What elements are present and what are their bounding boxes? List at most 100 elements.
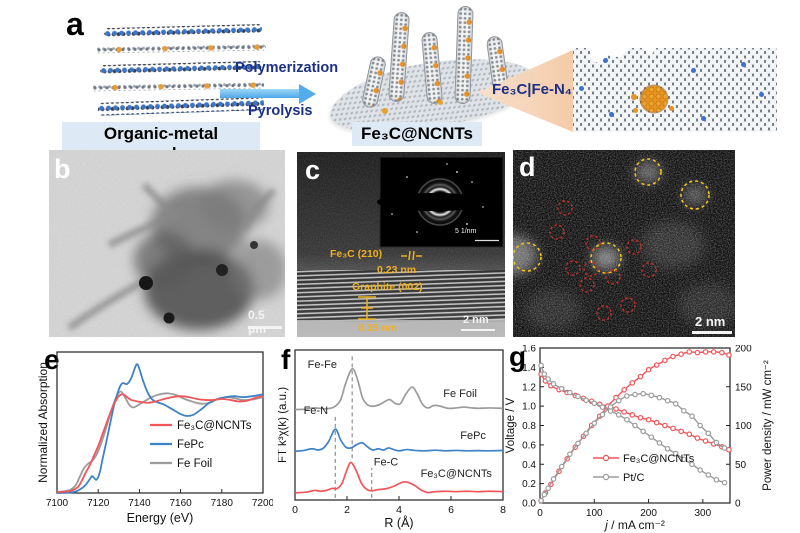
svg-text:300: 300 <box>695 508 712 519</box>
svg-text:0.2: 0.2 <box>522 479 536 490</box>
scale-bar-d <box>692 331 732 334</box>
svg-text:Power density / mW cm⁻²: Power density / mW cm⁻² <box>762 360 774 491</box>
fe3c-cluster-circle <box>590 242 622 274</box>
svg-text:Fe₃C@NCNTs: Fe₃C@NCNTs <box>623 453 695 465</box>
svg-text:100: 100 <box>586 508 603 519</box>
svg-text:0.6: 0.6 <box>522 440 536 451</box>
fe3c-spacing-label: 0.23 nm <box>377 264 417 276</box>
panel-letter-f: f <box>281 344 291 375</box>
svg-text:FePc: FePc <box>177 439 204 451</box>
molecule-layer <box>95 43 267 54</box>
fe-dot <box>382 108 388 114</box>
fe-atom <box>633 108 638 113</box>
svg-text:7180: 7180 <box>211 498 234 509</box>
single-atom-circle <box>626 239 642 255</box>
panel-letter-a: a <box>66 6 84 42</box>
polymerization-label: Polymerization <box>235 60 339 76</box>
saed-scale-label: 5 1/nm <box>455 228 477 235</box>
svg-text:7100: 7100 <box>46 498 69 509</box>
svg-text:Fe₃C@NCNTs: Fe₃C@NCNTs <box>177 420 252 432</box>
svg-text:Fe-N: Fe-N <box>304 405 329 417</box>
n-atom <box>759 92 764 97</box>
svg-text:Fe-C: Fe-C <box>374 456 399 468</box>
svg-text:6: 6 <box>448 504 454 516</box>
power-density-curve-Pt/C <box>540 393 725 502</box>
lattice-vacancy <box>591 48 629 65</box>
panel-letter-e: e <box>44 344 60 375</box>
svg-text:50: 50 <box>735 460 747 471</box>
panel-letter-c: c <box>305 155 321 185</box>
haadf-image: d 2 nm <box>513 150 735 337</box>
svg-text:0: 0 <box>292 504 298 516</box>
xanes-series-Fe₃C@NCNTs <box>56 393 264 493</box>
panel-letter-b: b <box>54 154 71 184</box>
exafs-series-Fe₃C@NCNTs <box>294 461 504 494</box>
single-atom-circle <box>605 269 621 285</box>
tem-image-render <box>49 150 285 337</box>
svg-text:0.0: 0.0 <box>522 499 536 510</box>
single-atom-circle <box>585 235 601 251</box>
svg-text:1.6: 1.6 <box>522 345 536 355</box>
fe-cluster <box>641 86 667 112</box>
haadf-image-render <box>513 150 735 337</box>
svg-text:7160: 7160 <box>169 498 192 509</box>
svg-text:8: 8 <box>500 504 506 516</box>
scale-bar-c-label: 2 nm <box>463 314 489 326</box>
panel-letter-d: d <box>519 152 536 182</box>
exafs-chart: 0 2 4 6 8 R (Å) FT k³χ(k) (a.u.) Fe-Fe Fe-N Fe-C F… <box>278 349 506 530</box>
svg-text:2: 2 <box>344 504 350 516</box>
svg-text:200: 200 <box>640 508 657 519</box>
fe3c-cluster-circle <box>680 180 710 210</box>
single-atom-circle <box>620 297 636 313</box>
single-atom-circle <box>557 200 573 216</box>
saed-inset <box>377 156 504 248</box>
svg-text:Normalized Absorption: Normalized Absorption <box>38 362 50 483</box>
graphite-002-label: Graphite (002) <box>352 281 423 293</box>
hrtem-image: c Fe₃C (210) 0.23 nm Graphite (002) 0.35… <box>297 152 505 337</box>
lattice-spacing-marker-graphite <box>358 296 376 320</box>
n-atom <box>691 68 696 73</box>
pyrolysis-label: Pyrolysis <box>248 103 313 119</box>
svg-text:1.4: 1.4 <box>522 363 536 374</box>
single-atom-circle <box>583 261 599 277</box>
scale-bar-b <box>248 326 282 329</box>
svg-text:1.0: 1.0 <box>522 402 536 413</box>
svg-text:Fe-Fe: Fe-Fe <box>308 359 337 371</box>
svg-text:0: 0 <box>537 508 543 519</box>
n-atom <box>579 86 584 91</box>
xanes-chart: 7100 7120 7140 7160 7180 7200 Energy (eV) Norma… <box>38 351 273 525</box>
fe3c-cluster-circle <box>634 158 662 186</box>
panel-letter-g: g <box>509 341 527 372</box>
n-atom <box>741 62 746 67</box>
graphite-spacing-label: 0.35 nm <box>358 322 398 334</box>
xanes-series-Fe Foil <box>56 390 264 493</box>
carbon-nanotube <box>454 5 474 105</box>
polarization-curve-Fe₃C@NCNTs <box>540 373 730 451</box>
single-atom-circle <box>641 262 657 278</box>
svg-text:Pt/C: Pt/C <box>623 472 644 484</box>
svg-text:FePc: FePc <box>460 430 486 442</box>
svg-text:1.2: 1.2 <box>522 382 536 393</box>
svg-text:7120: 7120 <box>87 498 110 509</box>
svg-text:0.4: 0.4 <box>522 460 536 471</box>
svg-text:7140: 7140 <box>128 498 151 509</box>
svg-text:200: 200 <box>735 345 752 355</box>
fe-dot <box>438 100 443 105</box>
svg-text:0.8: 0.8 <box>522 421 536 432</box>
single-atom-circle <box>596 305 612 321</box>
svg-text:150: 150 <box>735 382 752 393</box>
fe3c-210-label: Fe₃C (210) <box>330 248 383 260</box>
lattice-vacancy <box>643 48 656 56</box>
n-atom <box>701 116 706 121</box>
molecule-layer <box>97 97 265 116</box>
tem-image: b 0.5 μm <box>49 150 285 337</box>
svg-text:Energy (eV): Energy (eV) <box>127 511 194 525</box>
n-atom <box>609 112 614 117</box>
n-atom <box>603 58 608 63</box>
lattice-spacing-marker-fe3c <box>401 250 422 261</box>
exafs-series-Fe Foil <box>294 367 504 411</box>
fuel-cell-chart: 0 100 200 300 0.0 0.2 0.4 0.6 0.8 1.0 1.2 1.4 1.6 0 50… <box>505 345 774 532</box>
single-atom-circle <box>579 277 595 293</box>
svg-text:Fe₃C@NCNTs: Fe₃C@NCNTs <box>421 468 493 480</box>
